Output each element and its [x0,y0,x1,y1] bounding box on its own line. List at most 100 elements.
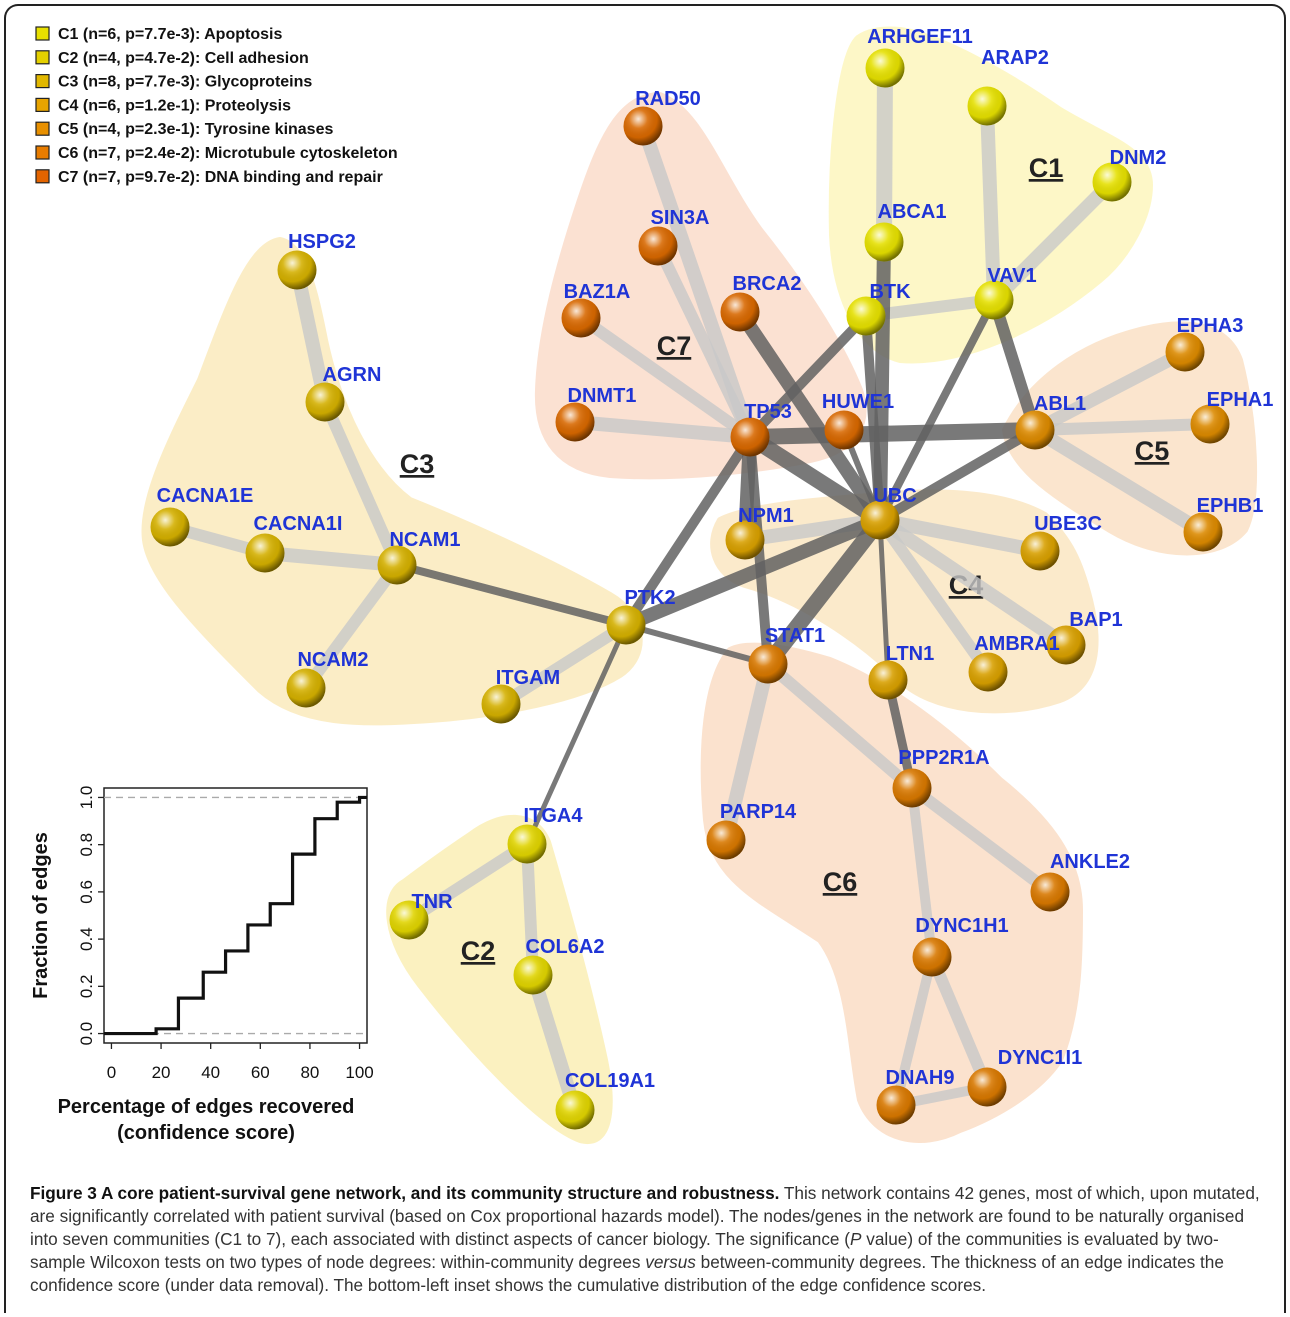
inset-xtick-label-1: 20 [152,1063,171,1082]
gene-label-col19a1: COL19A1 [565,1070,655,1092]
node-ncam2 [286,668,326,708]
gene-label-epha1: EPHA1 [1207,389,1274,411]
inset-step-line [104,795,367,1036]
gene-label-rad50: RAD50 [635,88,701,110]
legend-entry-c2: C2 (n=4, p=4.7e-2): Cell adhesion [58,50,309,67]
caption-text-1: This network contains 42 genes, most of … [30,1183,1260,1249]
edge-dnm2-vav1 [987,175,1119,307]
node-itgam [481,684,521,724]
legend-swatch-c4 [35,97,50,113]
node-abl1 [1015,410,1055,450]
community-label-c5: C5 [1135,436,1170,466]
inset-ylabel: Fraction of edges [30,832,52,999]
node-rad50 [623,106,663,146]
gene-label-brca2: BRCA2 [733,273,802,295]
node-huwe1 [824,410,864,450]
legend-swatch-c6 [35,145,50,160]
legend-entry-c1: C1 (n=6, p=7.7e-3): Apoptosis [58,26,282,43]
inset-xlabel-line2: (confidence score) [117,1122,295,1144]
gene-label-ptk2: PTK2 [624,587,675,609]
node-shade-col6a2 [513,955,553,995]
node-brca2 [720,292,760,332]
node-shade-cacna1e [150,507,190,547]
gene-label-hspg2: HSPG2 [288,231,356,253]
gene-label-abl1: ABL1 [1034,393,1086,415]
node-baz1a [561,298,601,338]
node-agrn [305,382,345,422]
node-abca1 [864,222,904,262]
gene-label-btk: BTK [869,281,911,303]
gene-label-ambra1: AMBRA1 [974,633,1060,655]
caption-italic-p: P [850,1229,862,1249]
node-col6a2 [513,955,553,995]
edge-vav1-abl1 [988,294,1041,436]
gene-label-abca1: ABCA1 [878,201,947,223]
community-legend: C1 (n=6, p=7.7e-3): Apoptosis C2 (n=4, p=… [35,26,398,186]
edge-arhgef11-abca1 [876,60,893,250]
node-shade-ephb1 [1183,512,1223,552]
node-col19a1 [555,1090,595,1130]
edge-rad50-tp53 [636,119,757,444]
gene-label-vav1: VAV1 [987,265,1036,287]
node-shade-tnr [389,900,429,940]
inset-xtick-label-0: 0 [107,1063,116,1082]
gene-label-cacna1e: CACNA1E [157,485,254,507]
legend-swatch-c2 [35,50,50,65]
edge-dync1h1-dync1i1 [926,951,993,1093]
network-edges [164,60,1216,1117]
node-ppp2r1a [892,768,932,808]
node-btk [846,296,886,336]
caption-title: Figure 3 A core patient-survival gene ne… [30,1183,780,1203]
node-shade-ppp2r1a [892,768,932,808]
gene-labels: ARHGEF11 ARAP2 DNM2 ABCA1 BTK VAV1 RAD50 SIN3A B… [157,26,1274,1092]
gene-label-stat1: STAT1 [765,625,825,647]
node-shade-huwe1 [824,410,864,450]
gene-label-arhgef11: ARHGEF11 [867,26,973,48]
gene-label-cacna1i: CACNA1I [254,513,343,535]
node-shade-col19a1 [555,1090,595,1130]
node-ube3c [1020,531,1060,571]
node-npm1 [725,520,765,560]
edge-vav1-ubc [876,296,998,524]
edge-arap2-vav1 [980,99,1001,307]
node-parp14 [706,820,746,860]
node-shade-parp14 [706,820,746,860]
gene-label-bap1: BAP1 [1069,609,1122,631]
node-shade-tp53 [730,417,770,457]
node-bap1 [1046,625,1086,665]
node-itga4 [507,824,547,864]
edge-ubc-ambra1 [874,514,994,678]
node-shade-ube3c [1020,531,1060,571]
node-dync1i1 [967,1067,1007,1107]
gene-label-baz1a: BAZ1A [564,281,631,303]
node-vav1 [974,280,1014,320]
edge-sin3a-tp53 [652,240,756,443]
edge-tp53-ptk2 [621,432,755,630]
community-label-c6: C6 [823,867,858,897]
edge-dync1h1-dnah9 [891,952,937,1110]
inset-ytick-label-0: 0.0 [77,1022,96,1046]
edge-ptk2-stat1 [623,622,771,667]
edge-dnmt1-tp53 [568,415,757,444]
node-stat1 [748,644,788,684]
edge-tp53-abl1 [742,422,1043,445]
gene-label-sin3a: SIN3A [651,207,710,229]
edge-ubc-stat1 [760,512,888,672]
edge-btk-tp53 [745,311,871,442]
node-arap2 [967,86,1007,126]
node-shade-epha1 [1190,404,1230,444]
node-shade-rad50 [623,106,663,146]
inset-plot-box [103,787,368,1044]
community-region-c5 [1002,321,1258,556]
caption-italic-versus: versus [645,1252,696,1272]
node-shade-ncam1 [377,545,417,585]
gene-label-itga4: ITGA4 [524,805,584,827]
gene-label-dync1i1: DYNC1I1 [998,1047,1082,1069]
node-tp53 [730,417,770,457]
node-shade-hspg2 [277,250,317,290]
edge-stat1-parp14 [719,657,775,847]
node-dnm2 [1092,162,1132,202]
node-ptk2 [606,605,646,645]
edge-ubc-ptk2 [619,513,887,632]
gene-label-ephb1: EPHB1 [1197,495,1264,517]
